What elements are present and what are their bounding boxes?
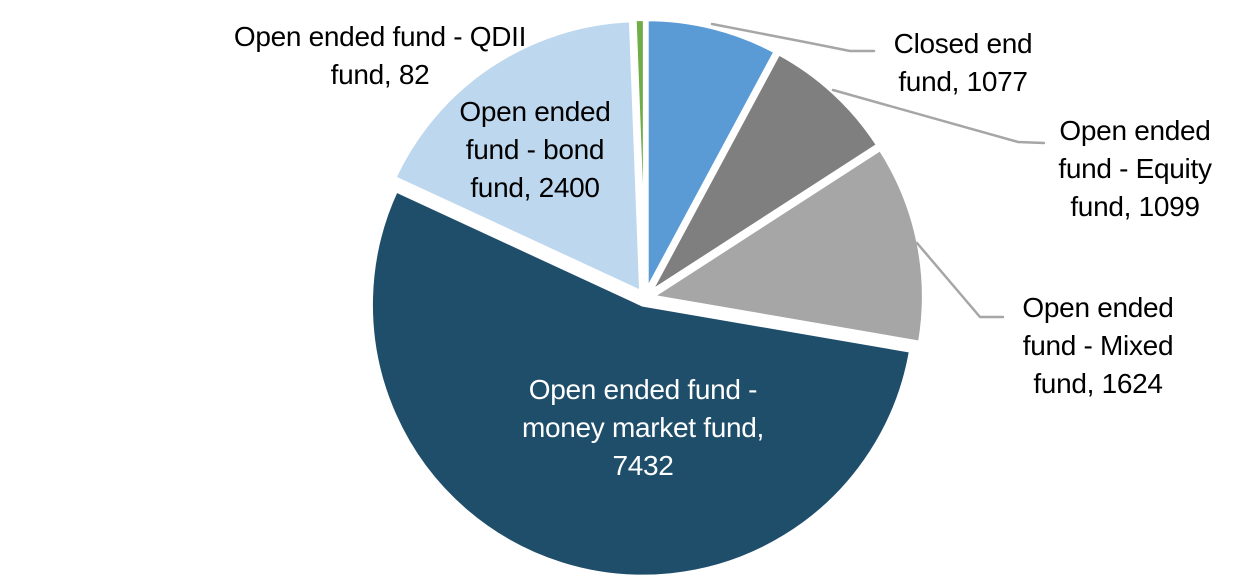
data-label-open-ended-fund-bond-fund: Open ended fund - bond fund, 2400 bbox=[459, 93, 610, 207]
data-label-line: 7432 bbox=[612, 450, 674, 481]
leader-line-closed-end-fund bbox=[710, 22, 876, 53]
data-label-line: fund - Equity bbox=[1058, 153, 1212, 184]
data-label-line: fund, 1077 bbox=[898, 66, 1028, 97]
leader-line-open-ended-fund-mixed-fund bbox=[915, 241, 1005, 319]
data-label-line: money market fund, bbox=[521, 412, 765, 443]
data-label-line: Open ended fund - QDII bbox=[233, 21, 527, 52]
data-label-line: Open ended bbox=[459, 96, 611, 127]
pie-slice-closed-end-fund bbox=[644, 17, 778, 294]
data-label-line: fund, 1099 bbox=[1070, 191, 1200, 222]
data-label-line: Open ended fund - bbox=[528, 374, 758, 405]
pie-slice-open-ended-fund-equity-fund bbox=[647, 51, 881, 295]
data-label-closed-end-fund: Closed end fund, 1077 bbox=[894, 25, 1033, 101]
data-label-open-ended-fund-equity-fund: Open ended fund - Equity fund, 1099 bbox=[1058, 112, 1212, 226]
data-label-line: Open ended bbox=[1022, 292, 1174, 323]
data-label-open-ended-fund-qdii-fund: Open ended fund - QDII fund, 82 bbox=[233, 18, 527, 94]
pie-slice-open-ended-fund-mixed-fund bbox=[649, 146, 926, 345]
data-label-line: fund - bond bbox=[465, 134, 605, 165]
data-label-line: Closed end bbox=[893, 28, 1033, 59]
data-label-line: fund - Mixed bbox=[1022, 330, 1174, 361]
data-label-open-ended-fund-mixed-fund: Open ended fund - Mixed fund, 1624 bbox=[1022, 289, 1173, 403]
pie-slice-open-ended-fund-bond-fund bbox=[392, 18, 644, 295]
pie-slice-open-ended-fund-money-market-fund bbox=[368, 188, 913, 579]
data-label-line: fund, 2400 bbox=[470, 172, 600, 203]
leader-line-open-ended-fund-equity-fund bbox=[831, 88, 1046, 145]
data-label-line: fund, 1624 bbox=[1033, 368, 1163, 399]
pie-slice-open-ended-fund-qdii-fund bbox=[632, 16, 647, 293]
data-label-open-ended-fund-money-market-fund: Open ended fund - money market fund, 743… bbox=[522, 371, 764, 485]
data-label-line: fund, 82 bbox=[330, 59, 430, 90]
data-label-line: Open ended bbox=[1059, 115, 1211, 146]
